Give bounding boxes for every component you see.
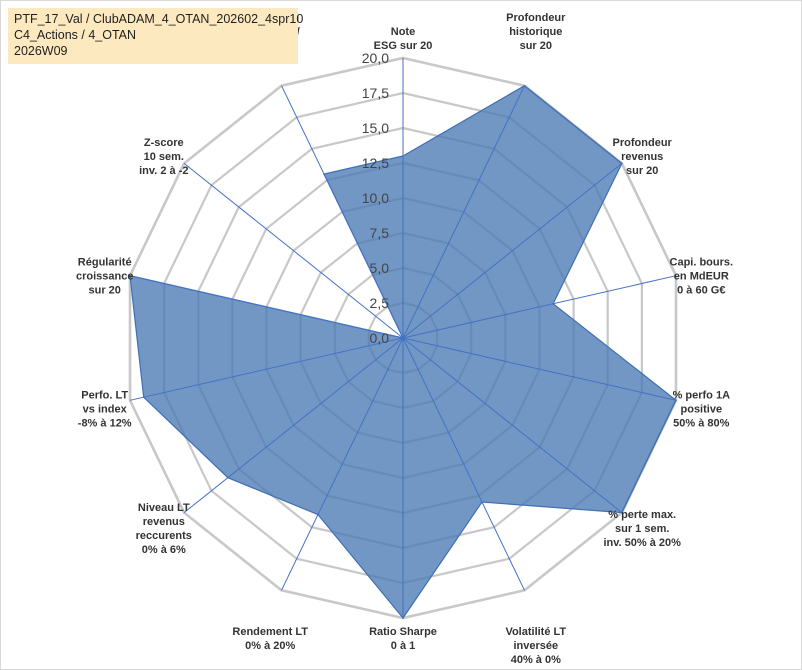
- title-line-2: C4_Actions / 4_OTAN: [14, 28, 137, 42]
- axis-label: % perfo 1A positive 50% à 80%: [673, 389, 731, 429]
- axis-label: Perfo. LT vs index -8% à 12%: [78, 389, 132, 429]
- title-line-1: PTF_17_Val / ClubADAM_4_OTAN_202602_4spr…: [14, 12, 304, 26]
- tick-label: 5,0: [370, 260, 390, 276]
- axis-label: Note ESG sur 20: [374, 26, 433, 52]
- axis-spoke: [402, 337, 525, 591]
- axis-spoke: [281, 337, 404, 591]
- spokes: [129, 58, 677, 618]
- axis-label: Capi. bours. en MdEUR 0 à 60 G€: [670, 257, 734, 297]
- tick-labels: 0,0 2,5 5,0 7,5 10,0 12,5 15,0 17,5 20,0: [362, 50, 389, 346]
- tick-label: 15,0: [362, 120, 389, 136]
- axis-label: Profondeur historique sur 20: [506, 12, 566, 52]
- axis-spoke: [183, 337, 404, 513]
- axis-spoke: [129, 275, 404, 339]
- axis-label: Profondeur revenus sur 20: [613, 137, 673, 177]
- axis-label: Volatilité LT inversée 40% à 0%: [505, 626, 566, 666]
- tick-label: 12,5: [362, 155, 389, 171]
- axis-label: Niveau LT revenus reccurents 0% à 6%: [136, 502, 192, 556]
- tick-label: 7,5: [370, 225, 390, 241]
- tick-label: 20,0: [362, 50, 389, 66]
- tick-label: 10,0: [362, 190, 389, 206]
- axis-spoke: [183, 163, 404, 339]
- axis-labels: Note ESG sur 20 Profondeur historique sur 20…: [76, 12, 733, 666]
- axis-label: Rendement LT 0% à 20%: [232, 626, 308, 652]
- tick-label: 2,5: [370, 295, 390, 311]
- axis-spoke: [129, 337, 404, 401]
- axis-label: Z-score 10 sem. inv. 2 à -2: [139, 137, 188, 177]
- axis-spoke: [402, 337, 623, 513]
- tick-label: 0,0: [370, 330, 390, 346]
- axis-label: % perte max. sur 1 sem. inv. 50% à 20%: [603, 509, 681, 549]
- axis-spoke: [402, 337, 677, 401]
- chart-title-box: PTF_17_Val / ClubADAM_4_OTAN_202602_4spr…: [8, 8, 304, 64]
- axis-spoke: [402, 163, 623, 339]
- axis-label: Ratio Sharpe 0 à 1: [369, 626, 437, 652]
- axis-spoke: [281, 85, 404, 339]
- axis-label: Régularité croissance sur 20: [76, 257, 133, 297]
- title-line-3: 2026W09: [14, 44, 68, 58]
- axis-spoke: [402, 85, 525, 339]
- tick-label: 17,5: [362, 85, 389, 101]
- axis-spoke: [402, 275, 677, 339]
